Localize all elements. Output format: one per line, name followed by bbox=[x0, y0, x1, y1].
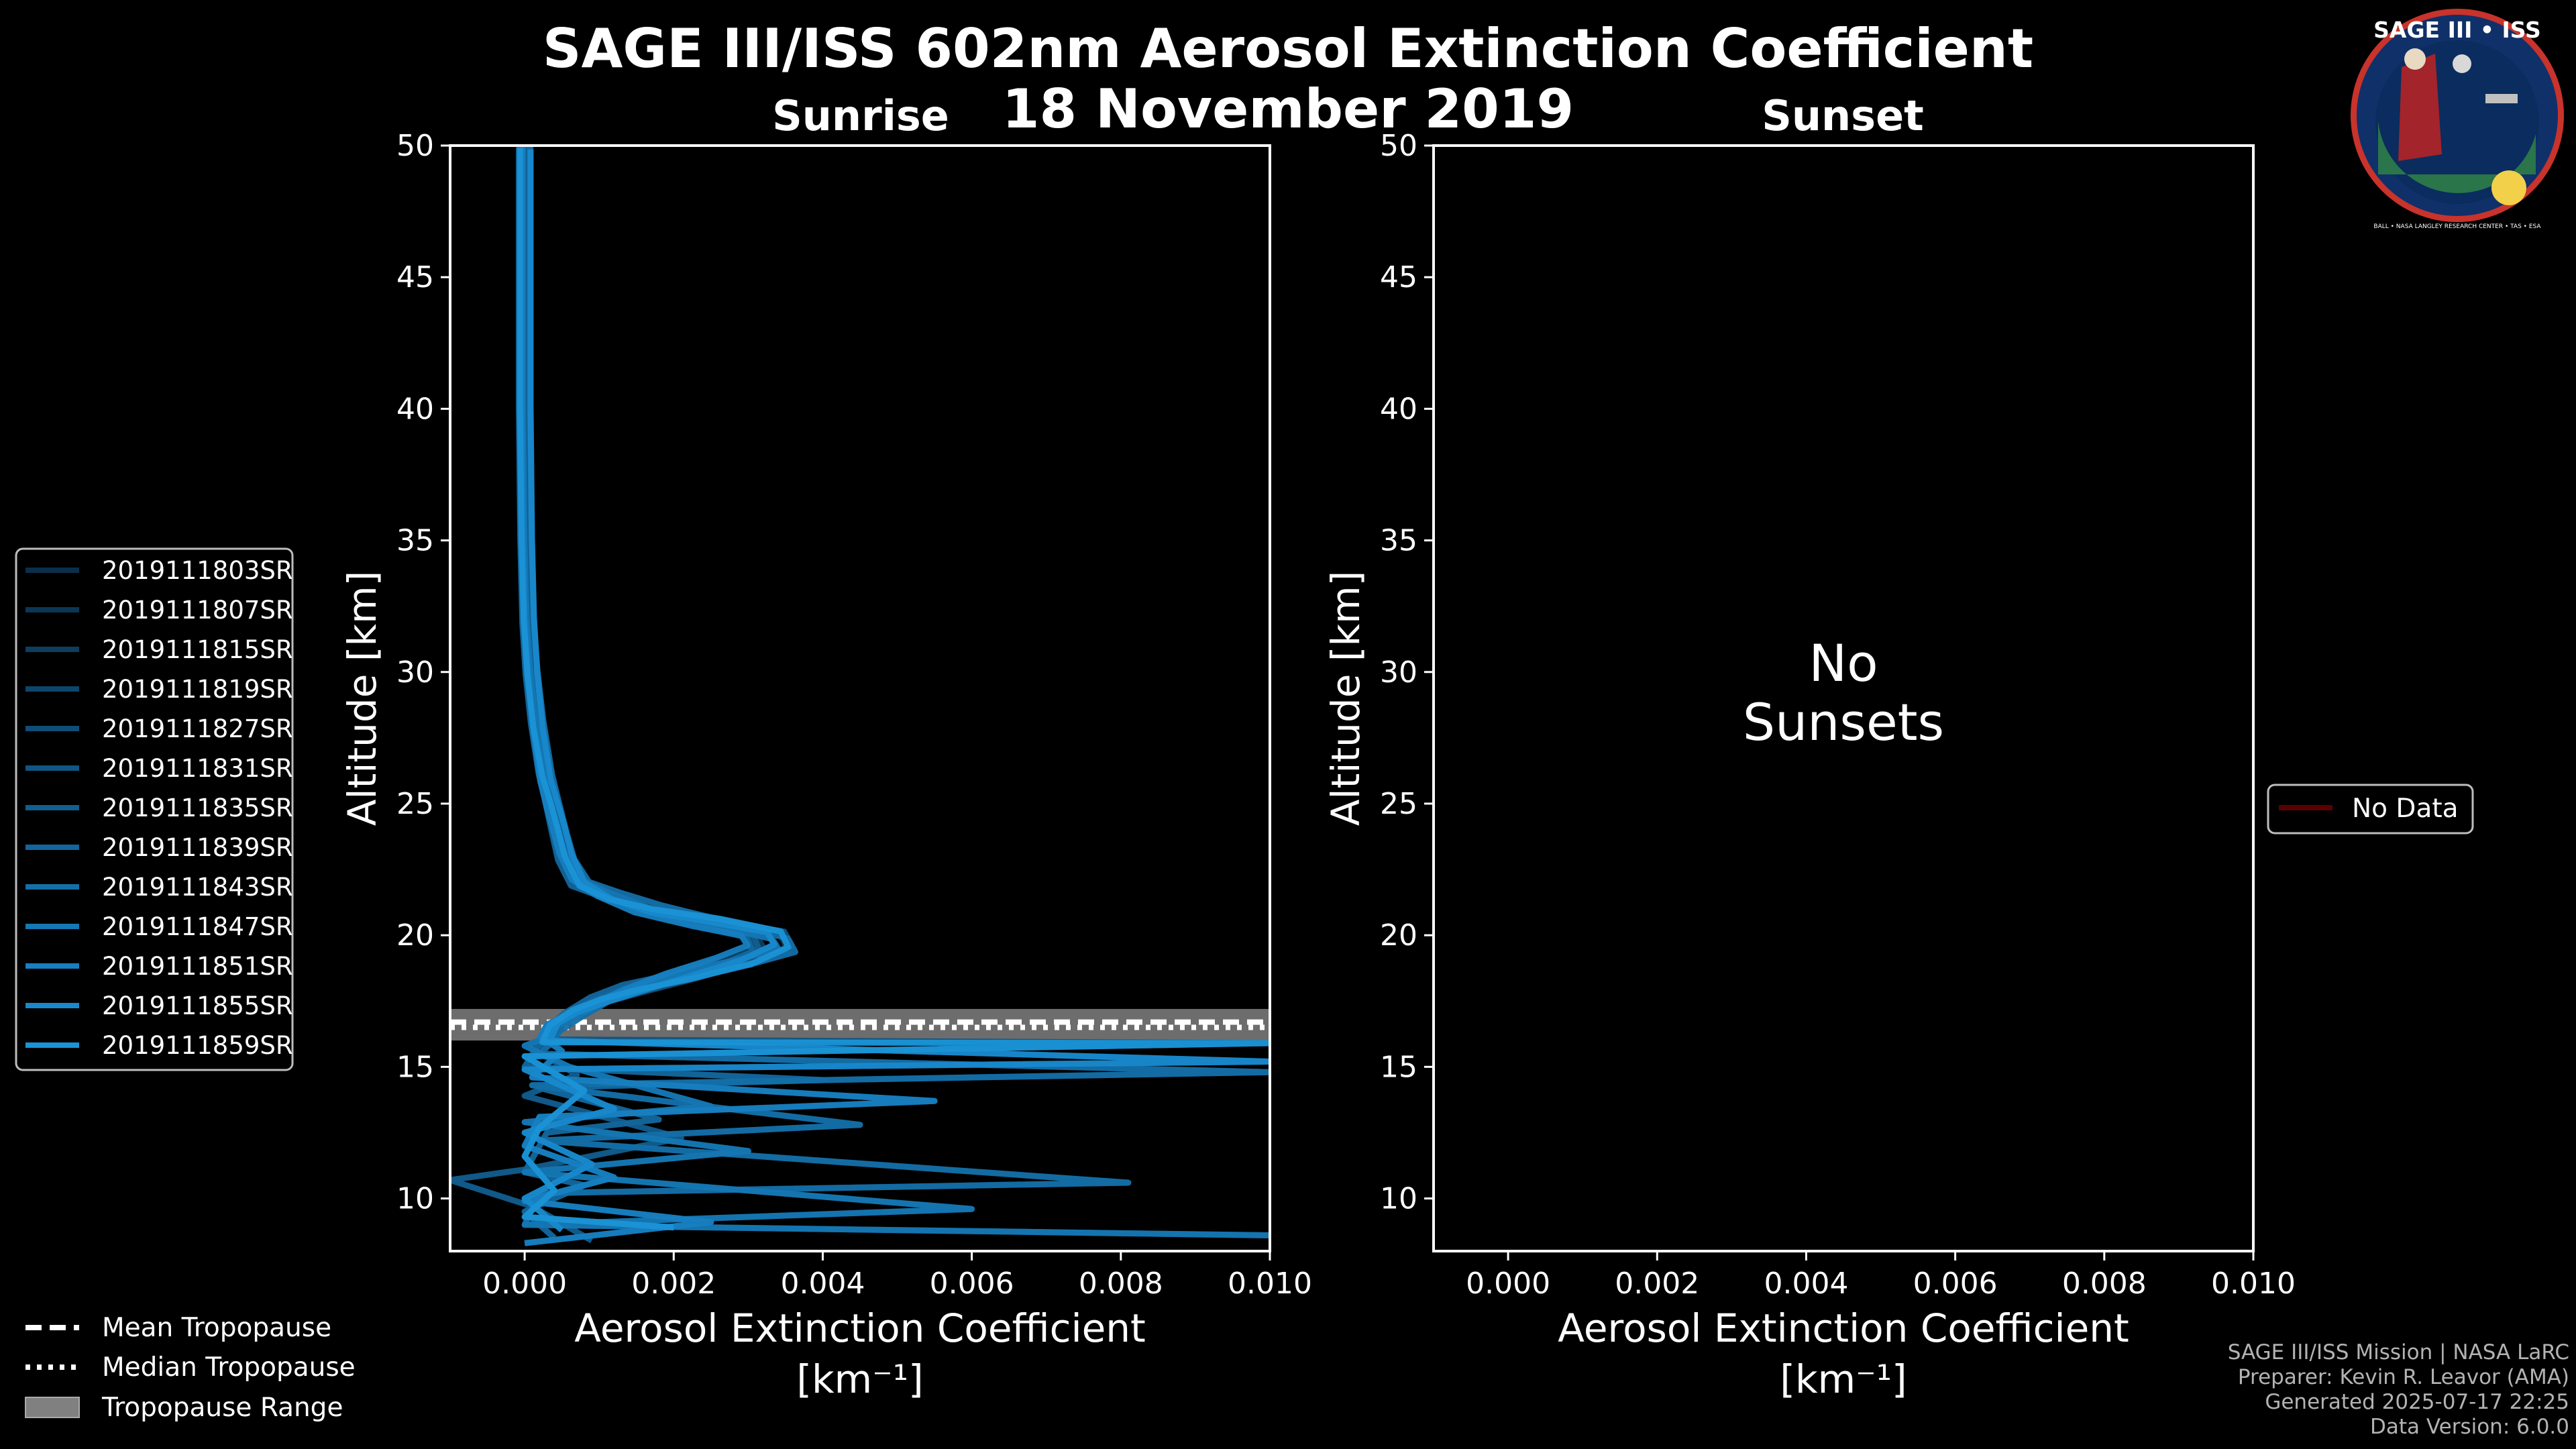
profile-line-2019111855SR bbox=[521, 149, 1270, 1233]
sunset-xtick-label: 0.008 bbox=[2062, 1267, 2147, 1301]
footer-version: Data Version: 6.0.0 bbox=[2369, 1415, 2569, 1439]
sunrise-ytick-label: 45 bbox=[396, 260, 434, 294]
sunrise-ytick-label: 15 bbox=[396, 1050, 434, 1084]
sunrise-xtick-label: 0.002 bbox=[631, 1267, 716, 1301]
sunrise-ytick-label: 30 bbox=[396, 655, 434, 690]
logo-station bbox=[2485, 94, 2518, 103]
series-legend-frame bbox=[15, 547, 294, 1071]
sunrise-xlabel: Aerosol Extinction Coefficient bbox=[574, 1305, 1146, 1351]
series-legend: 2019111803SR 2019111807SR 2019111815SR 2019… bbox=[15, 547, 294, 1071]
logo-ring-text: BALL • NASA LANGLEY RESEARCH CENTER • TA… bbox=[2373, 223, 2541, 230]
sunrise-xtick-label: 0.010 bbox=[1228, 1267, 1312, 1301]
series-legend-items: 2019111803SR 2019111807SR 2019111815SR 2019… bbox=[25, 556, 293, 1060]
sunset-xtick-label: 0.004 bbox=[1764, 1267, 1848, 1301]
chart-title-line1: SAGE III/ISS 602nm Aerosol Extinction Co… bbox=[542, 17, 2034, 80]
legend-label-2019111803SR: 2019111803SR bbox=[102, 556, 293, 585]
legend-label-2019111855SR: 2019111855SR bbox=[102, 991, 293, 1020]
sunset-ytick-label: 45 bbox=[1380, 260, 1417, 294]
tropopause-range-label: Tropopause Range bbox=[101, 1393, 343, 1423]
no-data-legend: No Data bbox=[2267, 784, 2474, 835]
no-sunsets-annotation-line2: Sunsets bbox=[1743, 692, 1944, 752]
sunset-axes-frame bbox=[1432, 144, 2255, 1252]
mean-tropopause-label: Mean Tropopause bbox=[102, 1313, 331, 1343]
sunrise-ytick-label: 50 bbox=[396, 129, 434, 163]
sunrise-xtick-label: 0.000 bbox=[482, 1267, 567, 1301]
logo-figure bbox=[2398, 54, 2442, 161]
sunset-panel: 0.000 0.002 0.004 0.006 0.008 0.010 10 15 20 25 30… bbox=[1323, 129, 2296, 1402]
tropopause-legend: Mean Tropopause Median Tropopause Tropop… bbox=[25, 1313, 356, 1423]
sunset-ytick-label: 25 bbox=[1380, 787, 1417, 821]
sunrise-ticks: 0.000 0.002 0.004 0.006 0.008 0.010 10 15 20 25 30… bbox=[396, 129, 1312, 1301]
sunset-ytick-label: 20 bbox=[1380, 918, 1417, 953]
profile-line-2019111839SR bbox=[516, 146, 826, 1240]
sunrise-ytick-label: 20 bbox=[396, 918, 434, 953]
sunrise-xtick-label: 0.006 bbox=[930, 1267, 1014, 1301]
sunset-xtick-label: 0.010 bbox=[2211, 1267, 2296, 1301]
sunrise-panel: 0.000 0.002 0.004 0.006 0.008 0.010 10 15 20 25 30… bbox=[339, 129, 1312, 1402]
no-data-legend-frame bbox=[2267, 784, 2474, 835]
legend-label-2019111847SR: 2019111847SR bbox=[102, 912, 293, 941]
sunrise-xtick-label: 0.008 bbox=[1079, 1267, 1163, 1301]
sunset-xunits: [km⁻¹] bbox=[1780, 1356, 1907, 1402]
logo-moon bbox=[2453, 54, 2471, 73]
no-sunsets-annotation-line1: No bbox=[1809, 633, 1878, 693]
sunset-xlabel: Aerosol Extinction Coefficient bbox=[1558, 1305, 2129, 1351]
legend-label-2019111807SR: 2019111807SR bbox=[102, 596, 293, 625]
sunset-ytick-label: 35 bbox=[1380, 524, 1417, 558]
no-data-label: No Data bbox=[2352, 794, 2459, 824]
sunset-xtick-label: 0.000 bbox=[1466, 1267, 1550, 1301]
legend-label-2019111827SR: 2019111827SR bbox=[102, 714, 293, 743]
legend-label-2019111859SR: 2019111859SR bbox=[102, 1031, 293, 1060]
sunrise-ytick-label: 40 bbox=[396, 392, 434, 426]
tropopause-range-swatch bbox=[25, 1397, 80, 1418]
sage-iii-iss-logo: SAGE III • ISS BALL • NASA LANGLEY RESEA… bbox=[2351, 9, 2564, 230]
legend-label-2019111831SR: 2019111831SR bbox=[102, 754, 293, 783]
legend-label-2019111835SR: 2019111835SR bbox=[102, 794, 293, 822]
profile-lines bbox=[450, 146, 1270, 1246]
chart-title-line2: 18 November 2019 bbox=[1002, 78, 1574, 140]
legend-label-2019111843SR: 2019111843SR bbox=[102, 873, 293, 902]
sunset-xtick-label: 0.002 bbox=[1615, 1267, 1699, 1301]
sunrise-xtick-label: 0.004 bbox=[780, 1267, 865, 1301]
sunrise-panel-title: Sunrise bbox=[772, 91, 949, 140]
legend-label-2019111819SR: 2019111819SR bbox=[102, 675, 293, 704]
sunrise-axes-frame bbox=[449, 144, 1271, 1252]
median-tropopause-label: Median Tropopause bbox=[102, 1352, 356, 1383]
sunset-ytick-label: 10 bbox=[1380, 1182, 1417, 1216]
sunset-ytick-label: 50 bbox=[1380, 129, 1417, 163]
logo-figure-head bbox=[2404, 48, 2426, 70]
sunset-ticks: 0.000 0.002 0.004 0.006 0.008 0.010 10 15 20 25 30… bbox=[1380, 129, 2296, 1301]
logo-title-text: SAGE III • ISS bbox=[2373, 17, 2541, 43]
sunrise-ylabel: Altitude [km] bbox=[339, 571, 385, 826]
footer-credits: SAGE III/ISS Mission | NASA LaRC Prepare… bbox=[2228, 1340, 2569, 1440]
footer-mission: SAGE III/ISS Mission | NASA LaRC bbox=[2227, 1340, 2569, 1364]
sunrise-ytick-label: 10 bbox=[396, 1182, 434, 1216]
sunset-ylabel: Altitude [km] bbox=[1323, 571, 1368, 826]
logo-earth bbox=[2378, 121, 2536, 193]
sunrise-xunits: [km⁻¹] bbox=[796, 1356, 923, 1402]
sunset-ytick-label: 30 bbox=[1380, 655, 1417, 690]
profile-line-2019111859SR bbox=[517, 148, 1270, 1231]
sunset-ytick-label: 40 bbox=[1380, 392, 1417, 426]
legend-label-2019111839SR: 2019111839SR bbox=[102, 833, 293, 862]
sunset-xtick-label: 0.006 bbox=[1913, 1267, 1998, 1301]
sunset-panel-title: Sunset bbox=[1762, 91, 1924, 140]
footer-preparer: Preparer: Kevin R. Leavor (AMA) bbox=[2237, 1365, 2569, 1389]
sunrise-ytick-label: 35 bbox=[396, 524, 434, 558]
sunset-ytick-label: 15 bbox=[1380, 1050, 1417, 1084]
legend-label-2019111851SR: 2019111851SR bbox=[102, 952, 293, 981]
logo-sun bbox=[2491, 170, 2526, 205]
footer-generated: Generated 2025-07-17 22:25 bbox=[2265, 1390, 2569, 1414]
sunrise-ytick-label: 25 bbox=[396, 787, 434, 821]
legend-label-2019111815SR: 2019111815SR bbox=[102, 635, 293, 664]
